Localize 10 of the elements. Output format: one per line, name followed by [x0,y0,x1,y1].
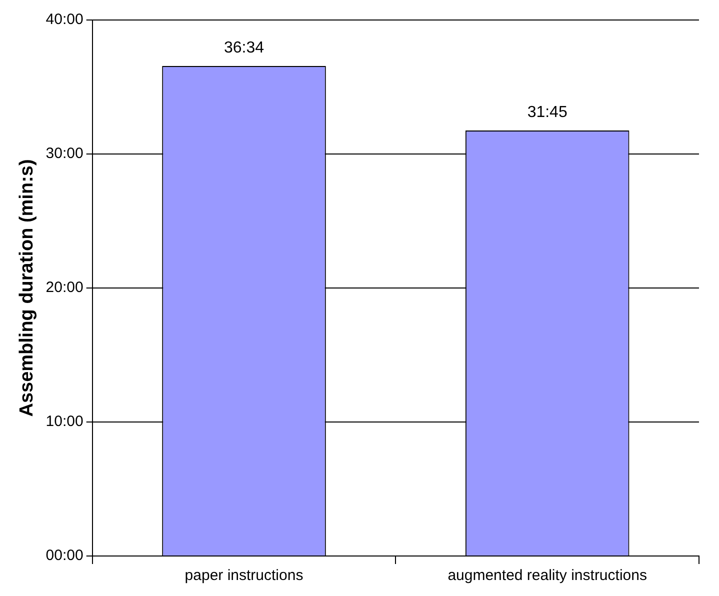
y-tick-label: 00:00 [46,547,84,564]
x-tick-label: paper instructions [184,567,304,584]
y-tick-label: 10:00 [46,413,84,430]
y-tick-label: 20:00 [46,279,84,296]
y-axis-title: Assembling duration (min:s) [16,159,38,417]
y-tick-label: 30:00 [46,145,84,162]
y-tick-label: 40:00 [46,11,84,28]
data-label: 36:34 [224,39,264,56]
data-label: 31:45 [527,104,568,121]
x-tick-label: augmented reality instructions [448,567,647,584]
